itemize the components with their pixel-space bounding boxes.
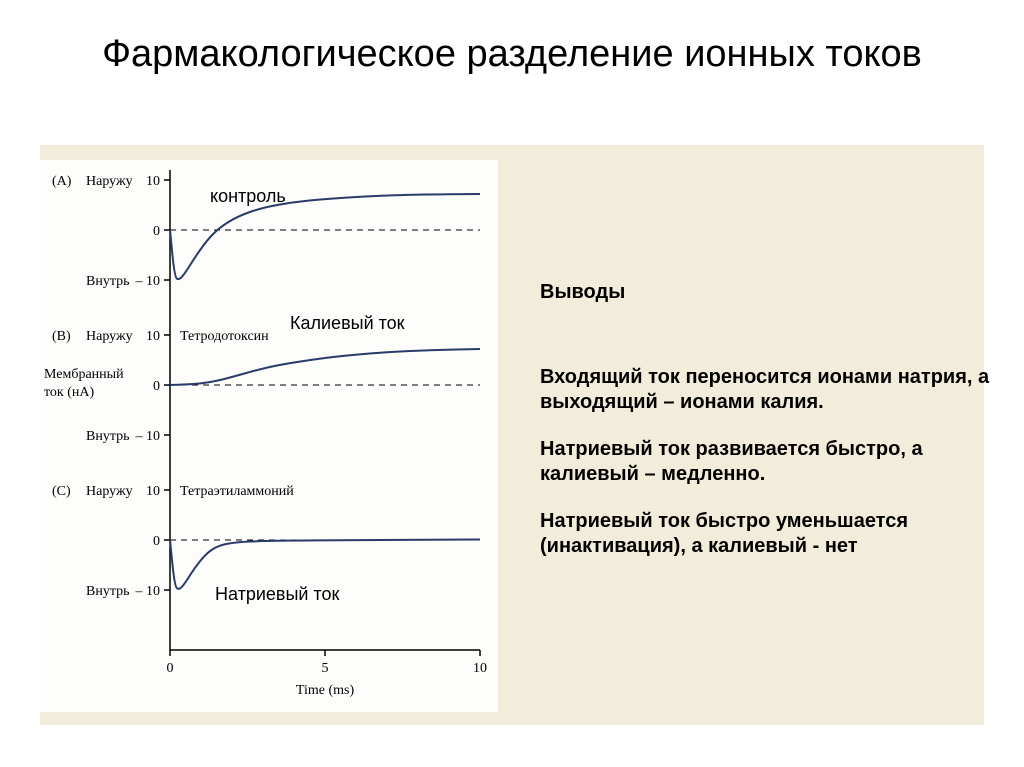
svg-text:10: 10 — [146, 484, 160, 499]
svg-text:10: 10 — [146, 174, 160, 189]
svg-text:Наружу: Наружу — [86, 174, 133, 189]
svg-text:0: 0 — [153, 379, 160, 394]
svg-text:ток (нА): ток (нА) — [44, 385, 95, 400]
page-title: Фармакологическое разделение ионных токо… — [0, 30, 1024, 79]
svg-text:(A): (A) — [52, 174, 72, 189]
svg-text:Внутрь: Внутрь — [86, 584, 130, 599]
overlay-label-C: Натриевый ток — [215, 584, 339, 605]
svg-text:0: 0 — [153, 224, 160, 239]
svg-text:Наружу: Наружу — [86, 329, 133, 344]
svg-text:Мембранный: Мембранный — [44, 367, 124, 382]
conclusions-heading: Выводы — [540, 280, 990, 305]
conclusion-1: Входящий ток переносится ионами натрия, … — [540, 365, 990, 415]
svg-text:Тетраэтиламмоний: Тетраэтиламмоний — [180, 484, 294, 499]
svg-text:Внутрь: Внутрь — [86, 429, 130, 444]
svg-text:(C): (C) — [52, 484, 71, 499]
conclusion-3: Натриевый ток быстро уменьшается (инакти… — [540, 509, 990, 559]
conclusions: Выводы Входящий ток переносится ионами н… — [540, 280, 990, 581]
svg-text:10: 10 — [146, 329, 160, 344]
svg-text:0: 0 — [153, 534, 160, 549]
svg-text:Тетродотоксин: Тетродотоксин — [180, 329, 269, 344]
svg-text:10: 10 — [473, 661, 487, 676]
svg-text:– 10: – 10 — [135, 584, 161, 599]
svg-text:Внутрь: Внутрь — [86, 274, 130, 289]
overlay-label-A: контроль — [210, 186, 286, 207]
svg-text:5: 5 — [322, 661, 329, 676]
overlay-label-B: Калиевый ток — [290, 313, 405, 334]
svg-text:Наружу: Наружу — [86, 484, 133, 499]
conclusion-2: Натриевый ток развивается быстро, а кали… — [540, 437, 990, 487]
svg-text:– 10: – 10 — [135, 429, 161, 444]
svg-text:– 10: – 10 — [135, 274, 161, 289]
svg-text:0: 0 — [167, 661, 174, 676]
ion-currents-figure: 10 0 – 10 (A) Наружу Внутрь 10 0 – 10 (B) Наружу Вн… — [40, 160, 498, 712]
svg-text:(B): (B) — [52, 329, 71, 344]
svg-text:Time (ms): Time (ms) — [296, 683, 355, 698]
